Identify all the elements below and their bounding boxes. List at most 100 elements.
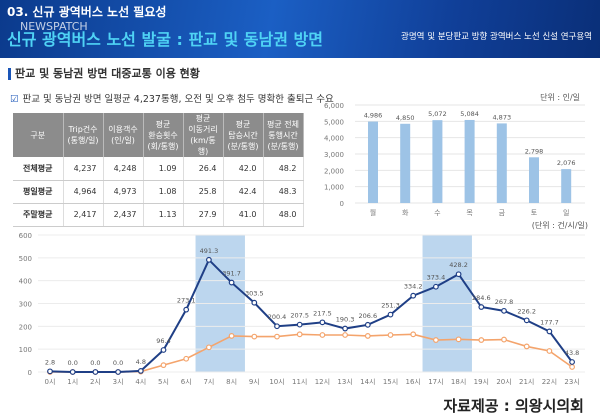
- data-point: [433, 337, 439, 343]
- column-header: 평균 이동거리 (km/통행): [183, 113, 224, 157]
- data-point: [387, 311, 394, 318]
- page-subtitle: 광명역 및 분당판교 방향 광역버스 노선 신설 연구용역: [401, 32, 592, 42]
- page-title: 신규 광역버스 노선 발굴 : 판교 및 동남권 방면: [7, 30, 323, 49]
- table-cell: 2,437: [103, 203, 144, 227]
- check-line: ☑ 판교 및 동남권 방면 일평균 4,237통행, 오전 및 오후 첨두 명확한…: [10, 91, 334, 105]
- x-tick-label: 17시: [428, 378, 443, 386]
- stats-table: 구분 Trip건수 (통행/일) 이용객수 (인/일) 평균 환승횟수 (회/통행) 평균 이동거…: [13, 113, 304, 227]
- x-tick-label: 7시: [203, 378, 214, 386]
- data-point: [546, 348, 553, 354]
- table-cell: 4,248: [103, 157, 144, 181]
- x-tick-label: 월: [370, 208, 376, 217]
- x-tick-label: 일: [563, 208, 569, 217]
- y-tick-label: 600: [19, 232, 32, 240]
- data-label: 391.7: [222, 270, 241, 278]
- data-point: [92, 369, 99, 375]
- line-unit-label: (단위 : 건/시/일): [531, 221, 588, 230]
- table-cell: 42.4: [223, 180, 264, 204]
- table-cell: 4,964: [63, 180, 104, 204]
- series-line: [49, 258, 573, 373]
- x-tick-label: 16시: [406, 378, 421, 386]
- data-label: 190.3: [336, 316, 355, 324]
- data-point: [228, 333, 235, 339]
- hourly-line-chart: 0 100 200 300 400 500 600 0시 1시 2시 3시 4시 5시 6시 7시 8시 9시 1…: [19, 232, 585, 386]
- column-header: 평균 탑승시간 (분/통행): [223, 113, 264, 157]
- x-tick-label: 6시: [181, 378, 192, 386]
- x-tick-label: 13시: [337, 378, 352, 386]
- table-cell: 2,417: [63, 203, 104, 227]
- column-header: 구분: [13, 113, 64, 157]
- table-cell: 41.0: [223, 203, 264, 227]
- data-point: [342, 332, 349, 338]
- data-label: 4,873: [492, 113, 511, 121]
- data-point: [342, 325, 349, 332]
- data-label: 0.0: [68, 359, 78, 367]
- column-header: 이용객수 (인/일): [103, 113, 144, 157]
- data-point: [364, 333, 371, 339]
- row-label: 평일평균: [13, 180, 64, 204]
- bar: [529, 157, 539, 203]
- y-tick-label: 300: [19, 301, 32, 309]
- data-point: [387, 332, 394, 338]
- data-label: 43.8: [565, 349, 579, 357]
- data-label: 96.4: [156, 337, 170, 345]
- table-cell: 27.9: [183, 203, 224, 227]
- table-row: 전체평균 4,237 4,248 1.09 26.4 42.0 48.2: [13, 157, 304, 181]
- x-tick-label: 19시: [474, 378, 489, 386]
- y-tick-label: 0: [28, 369, 32, 377]
- data-point: [319, 319, 326, 326]
- data-point: [251, 299, 258, 306]
- y-tick-label: 6,000: [324, 102, 344, 110]
- data-point: [501, 307, 507, 314]
- table-cell: 4,973: [103, 180, 144, 204]
- data-point: [410, 292, 417, 299]
- data-point: [47, 368, 53, 375]
- weekday-bar-chart: 0 1,000 2,000 3,000 4,000 5,000 6,000 4,986 월 4,8…: [324, 102, 585, 217]
- table-cell: 1.13: [143, 203, 184, 227]
- y-tick-label: 500: [19, 255, 32, 263]
- table-row: 평일평균 4,964 4,973 1.08 25.8 42.4 48.3: [13, 180, 304, 204]
- column-header: 평균 환승횟수 (회/통행): [143, 113, 184, 157]
- data-point: [115, 369, 121, 375]
- table-cell: 42.0: [223, 157, 264, 181]
- y-tick-label: 1,000: [324, 184, 344, 192]
- x-tick-label: 목: [466, 209, 473, 217]
- x-tick-label: 1시: [67, 378, 78, 386]
- data-point: [569, 364, 575, 370]
- data-point: [69, 369, 76, 375]
- data-point: [183, 355, 190, 362]
- bar: [561, 169, 572, 203]
- data-point: [228, 279, 235, 286]
- data-point: [501, 336, 507, 343]
- data-label: 2,798: [525, 147, 544, 155]
- table-cell: 26.4: [183, 157, 224, 181]
- x-tick-label: 4시: [135, 378, 146, 386]
- x-tick-label: 금: [499, 209, 506, 217]
- x-tick-label: 화: [402, 209, 409, 217]
- bar: [368, 121, 378, 203]
- bar: [496, 123, 507, 203]
- data-point: [274, 333, 280, 340]
- data-point: [183, 306, 190, 313]
- data-label: 5,072: [428, 110, 447, 118]
- data-label: 0.0: [90, 359, 100, 367]
- x-tick-label: 22시: [542, 378, 557, 386]
- source-credit: 자료제공 : 의왕시의회: [443, 397, 584, 415]
- data-point: [319, 332, 326, 338]
- x-tick-label: 5시: [158, 378, 169, 386]
- x-tick-label: 18시: [451, 378, 466, 386]
- data-label: 303.5: [245, 290, 264, 298]
- row-label: 주말평균: [13, 203, 64, 227]
- table-cell: 48.3: [263, 180, 304, 204]
- x-tick-label: 2시: [90, 378, 101, 386]
- data-label: 217.5: [313, 309, 332, 317]
- data-label: 334.2: [404, 283, 423, 291]
- data-label: 373.4: [427, 274, 446, 282]
- x-tick-label: 11시: [292, 378, 307, 386]
- table-cell: 4,237: [63, 157, 104, 181]
- bar: [400, 123, 411, 203]
- bar-unit-label: 단위 : 인/일: [540, 93, 580, 102]
- x-tick-label: 20시: [496, 378, 511, 386]
- data-point: [546, 328, 553, 335]
- column-header: 평균 전체 통행시간 (분/통행): [263, 113, 304, 157]
